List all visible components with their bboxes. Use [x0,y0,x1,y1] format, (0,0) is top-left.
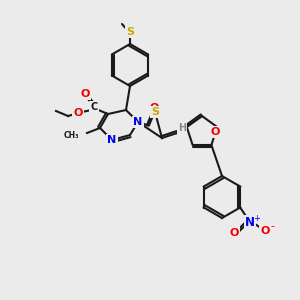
Text: CH₃: CH₃ [64,130,79,140]
Text: N: N [245,216,255,229]
Text: S: S [151,107,159,117]
Text: O: O [211,127,220,137]
Text: H: H [178,123,186,133]
Text: C: C [90,102,98,112]
Text: O: O [260,226,270,236]
Text: S: S [126,27,134,37]
Text: O: O [73,108,83,118]
Text: +: + [253,214,260,223]
Text: N: N [134,117,142,127]
Text: -: - [270,221,274,232]
Text: O: O [80,89,90,99]
Text: O: O [149,103,159,113]
Text: O: O [230,227,239,238]
Text: N: N [107,135,117,145]
